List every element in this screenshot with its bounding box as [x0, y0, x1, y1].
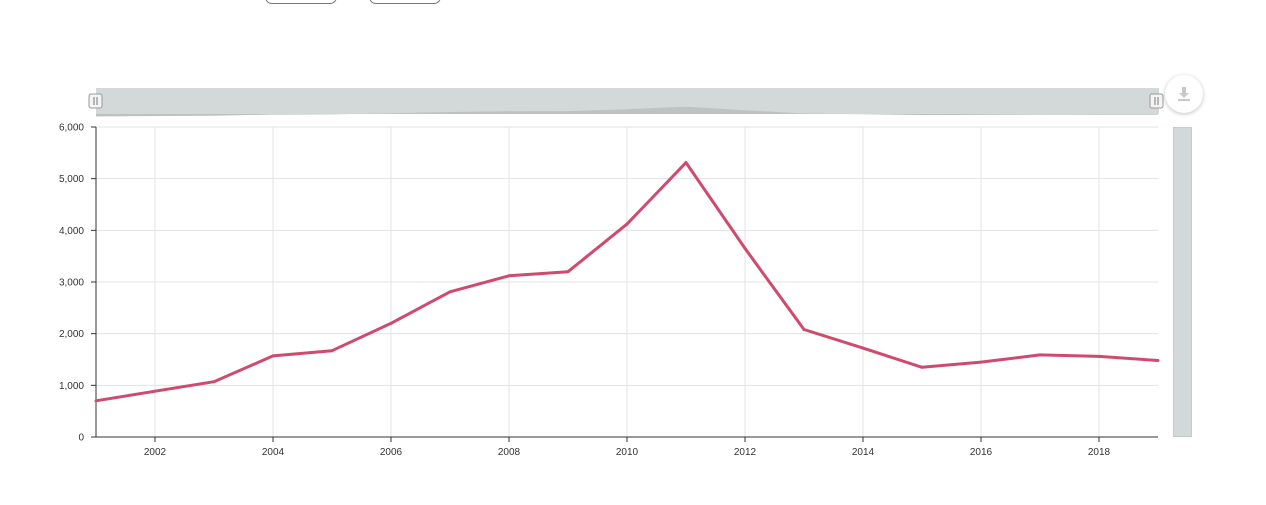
data-point[interactable]	[920, 365, 924, 369]
data-point[interactable]	[979, 360, 983, 364]
footer-text-cut	[28, 498, 178, 505]
data-point[interactable]	[566, 270, 570, 274]
data-point[interactable]	[507, 274, 511, 278]
range-navigator[interactable]	[88, 88, 1164, 117]
x-tick-label: 2008	[498, 447, 521, 458]
data-point[interactable]	[1038, 353, 1042, 357]
axes: 0 1,000 2,000 3,000 4,000 5,000 6,000 2002 2004 2…	[59, 123, 1158, 458]
data-point[interactable]	[1097, 354, 1101, 358]
data-point[interactable]	[271, 354, 275, 358]
y-tick-label: 3,000	[59, 278, 84, 289]
download-icon	[1178, 87, 1190, 101]
y-tick-label: 1,000	[59, 381, 84, 392]
x-tick-label: 2010	[616, 447, 639, 458]
data-point[interactable]	[448, 290, 452, 294]
data-point[interactable]	[802, 328, 806, 332]
data-point[interactable]	[330, 349, 334, 353]
y-tick-label: 4,000	[59, 226, 84, 237]
x-tick-label: 2004	[262, 447, 285, 458]
data-point[interactable]	[212, 380, 216, 384]
data-point[interactable]	[1156, 359, 1160, 363]
data-point[interactable]	[625, 222, 629, 226]
data-point[interactable]	[94, 399, 98, 403]
x-tick-label: 2002	[144, 447, 167, 458]
x-tick-label: 2012	[734, 447, 757, 458]
x-tick-label: 2014	[852, 447, 875, 458]
data-point[interactable]	[861, 346, 865, 350]
series-layer	[94, 161, 1160, 403]
navigator-right-handle[interactable]	[1149, 93, 1164, 109]
series-line	[95, 161, 1159, 403]
data-point[interactable]	[743, 246, 747, 250]
x-tick-label: 2006	[380, 447, 403, 458]
download-button[interactable]	[1165, 75, 1203, 113]
vertical-scrollbar[interactable]	[1173, 127, 1192, 437]
data-point[interactable]	[684, 161, 688, 165]
x-tick-label: 2016	[970, 447, 993, 458]
data-point[interactable]	[389, 321, 393, 325]
y-tick-label: 6,000	[59, 123, 84, 134]
navigator-area	[96, 106, 1158, 117]
grid	[96, 126, 1158, 438]
x-tick-label: 2018	[1088, 447, 1111, 458]
navigator-left-handle[interactable]	[88, 93, 103, 109]
y-tick-label: 0	[78, 433, 84, 444]
y-tick-label: 2,000	[59, 329, 84, 340]
y-tick-label: 5,000	[59, 174, 84, 185]
